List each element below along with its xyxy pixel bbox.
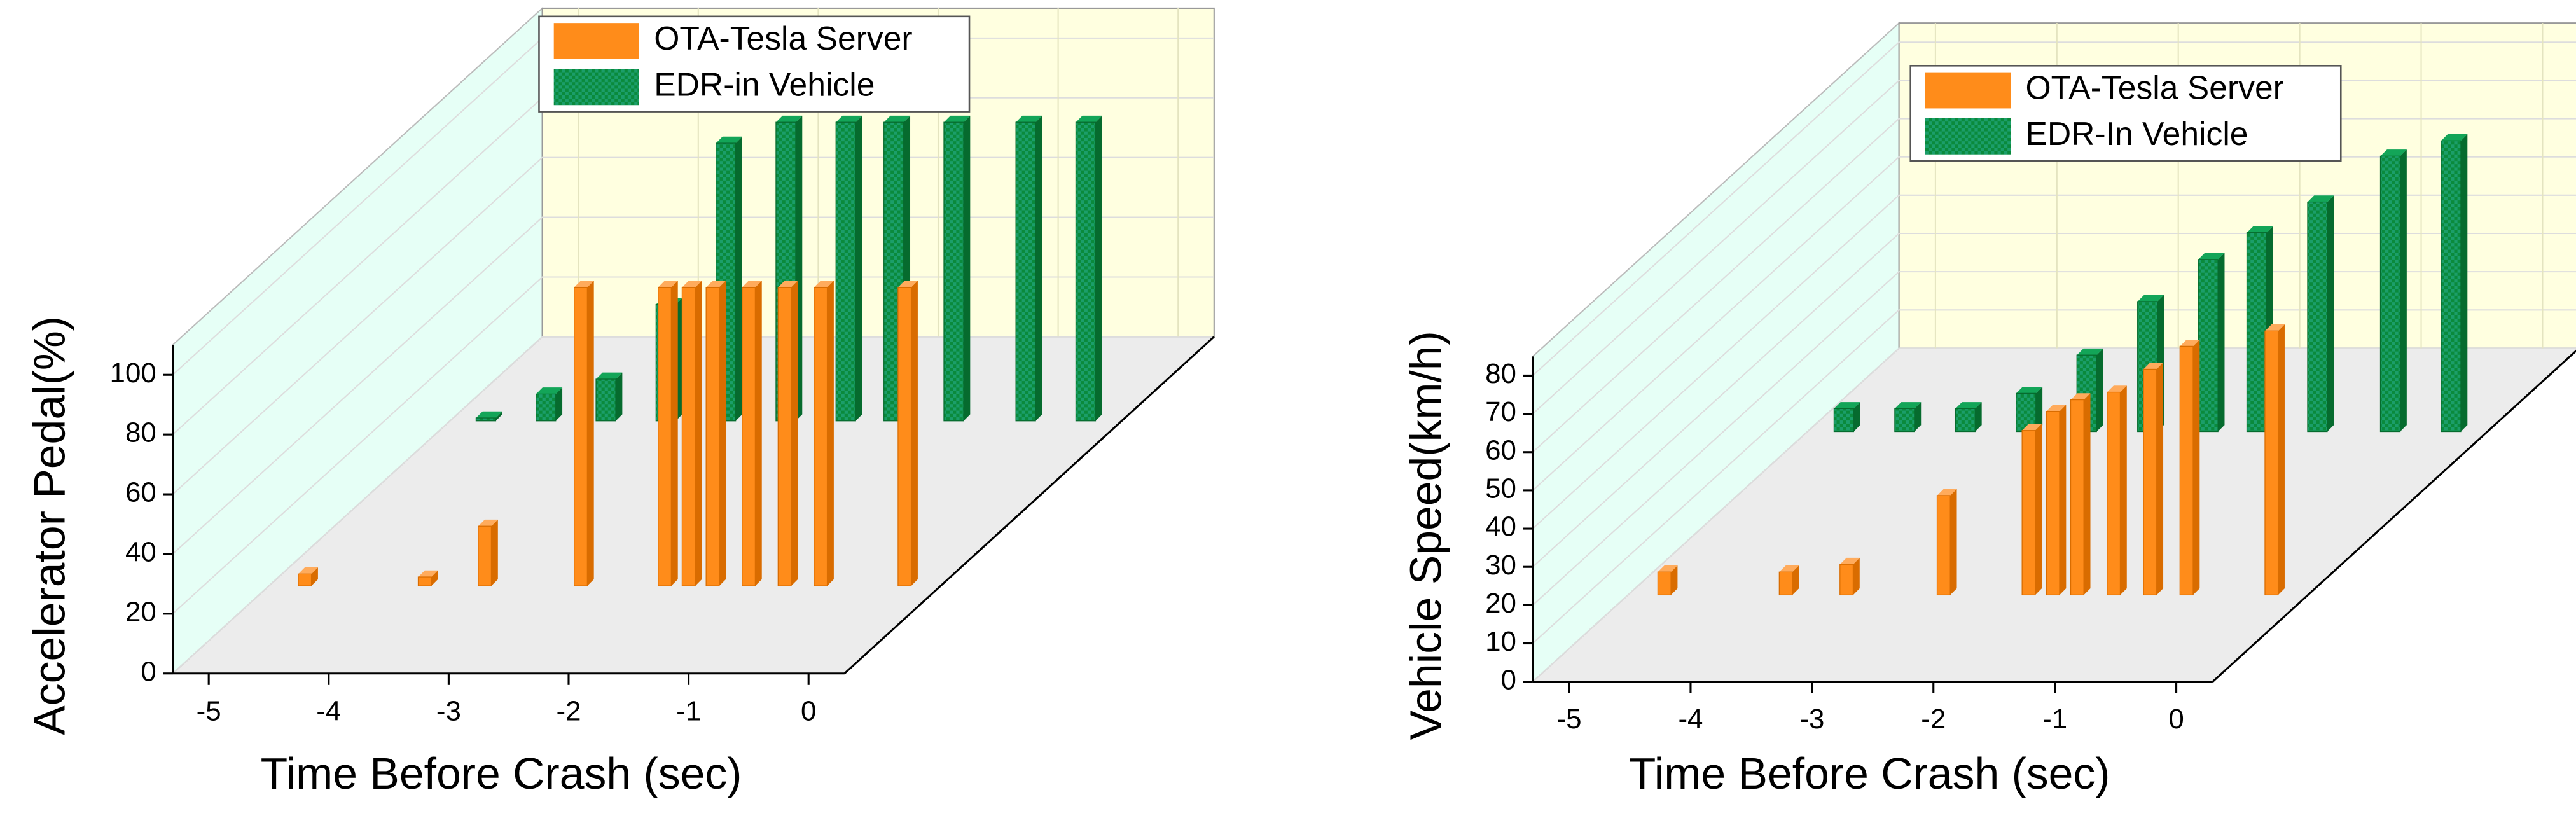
chart: 0 20 40 60 80 100 -5 -4 -3 -2 -1 0 Accelerator Pedal… — [25, 6, 1216, 798]
y-tick-label: 40 — [1485, 511, 1516, 543]
legend-swatch — [553, 23, 639, 59]
x-tick-label: -2 — [1921, 704, 1946, 735]
y-axis-title: Accelerator Pedal(%) — [25, 316, 74, 735]
grid-line — [1532, 347, 2576, 683]
bar — [595, 372, 623, 422]
bar — [2107, 385, 2127, 596]
bar — [2143, 363, 2164, 596]
bar — [1955, 402, 1982, 433]
y-tick-label: 80 — [125, 417, 156, 448]
grid-line — [1532, 194, 2576, 529]
bar — [897, 281, 918, 586]
grid-line — [1532, 80, 2576, 415]
x-tick-label: -5 — [197, 695, 221, 726]
grid-line — [1532, 118, 2576, 453]
y-tick-label: 0 — [141, 656, 156, 687]
bar — [1833, 402, 1860, 433]
legend-swatch — [1925, 72, 2011, 109]
y-tick-label: 20 — [125, 596, 156, 627]
y-tick-label: 20 — [1485, 588, 1516, 619]
bar — [814, 281, 834, 586]
bar — [1839, 557, 1860, 596]
grid-line — [1532, 271, 2576, 606]
bar — [2198, 253, 2225, 433]
legend-label: OTA-Tesla Server — [2025, 69, 2283, 106]
bar — [2441, 134, 2468, 433]
legend-swatch — [553, 69, 639, 106]
y-tick-label: 100 — [110, 357, 156, 389]
grid-line — [172, 156, 1214, 495]
x-tick-label: -4 — [316, 695, 341, 726]
legend-label: OTA-Tesla Server — [654, 20, 912, 57]
grid-line — [1532, 309, 2576, 644]
x-axis-title: Time Before Crash (sec) — [1629, 749, 2110, 798]
grid-line — [172, 276, 1214, 614]
grid-line — [1532, 156, 2576, 491]
bar — [742, 281, 762, 586]
bar — [835, 115, 862, 422]
y-tick-label: 10 — [1485, 626, 1516, 657]
y-tick-label: 40 — [125, 537, 156, 568]
legend-label: EDR-In Vehicle — [2025, 115, 2248, 152]
legend-swatch — [1925, 118, 2011, 155]
x-axis-title: Time Before Crash (sec) — [261, 749, 742, 798]
bar — [1894, 402, 1922, 433]
grid-line — [1532, 232, 2576, 567]
bar — [475, 411, 502, 422]
grid-line — [172, 216, 1214, 555]
bar — [478, 519, 498, 586]
depth-axis — [843, 336, 1215, 674]
bar — [298, 567, 318, 586]
grid-line — [172, 336, 1214, 674]
y-tick-label: 70 — [1485, 396, 1516, 427]
bar — [777, 281, 798, 586]
bar — [417, 570, 438, 586]
y-tick-label: 80 — [1485, 358, 1516, 389]
y-tick-label: 60 — [125, 477, 156, 508]
bar — [1075, 115, 1102, 422]
bar — [1778, 565, 1799, 596]
grid-line — [1532, 41, 2576, 377]
bar — [2046, 405, 2067, 596]
y-tick-label: 50 — [1485, 473, 1516, 504]
bar — [2179, 340, 2200, 596]
bar — [2070, 393, 2091, 596]
bar — [2307, 195, 2334, 433]
x-tick-label: -3 — [436, 695, 461, 726]
x-tick-label: -1 — [2042, 704, 2067, 735]
bar — [681, 281, 702, 586]
y-tick-label: 0 — [1501, 664, 1516, 695]
bar — [1657, 565, 1678, 596]
depth-axis — [2212, 349, 2576, 683]
chart: 0 10 20 30 40 50 60 70 80 -5 -4 -3 -2 -1 0 Vehicle Spee… — [1401, 21, 2576, 798]
bar — [943, 115, 971, 422]
bar — [1936, 489, 1957, 596]
x-tick-label: -1 — [676, 695, 701, 726]
bar — [536, 387, 563, 422]
x-tick-label: 0 — [2168, 704, 2184, 735]
bar — [2264, 324, 2285, 596]
legend: OTA-Tesla Server EDR-in Vehicle — [538, 15, 971, 113]
y-axis-title: Vehicle Speed(km/h) — [1401, 331, 1451, 740]
legend-label: EDR-in Vehicle — [654, 66, 875, 103]
y-tick-label: 30 — [1485, 550, 1516, 581]
x-tick-label: -3 — [1799, 704, 1824, 735]
bar — [574, 281, 594, 586]
bar — [705, 281, 726, 586]
bar — [2016, 387, 2043, 433]
x-tick-label: -2 — [556, 695, 581, 726]
x-tick-label: -5 — [1557, 704, 1582, 735]
x-tick-label: 0 — [801, 695, 816, 726]
bar — [1015, 115, 1042, 422]
legend: OTA-Tesla Server EDR-In Vehicle — [1909, 65, 2342, 162]
bar — [2379, 149, 2407, 433]
y-tick-label: 60 — [1485, 434, 1516, 466]
x-tick-label: -4 — [1678, 704, 1703, 735]
bar — [658, 281, 678, 586]
bar — [2021, 424, 2042, 596]
